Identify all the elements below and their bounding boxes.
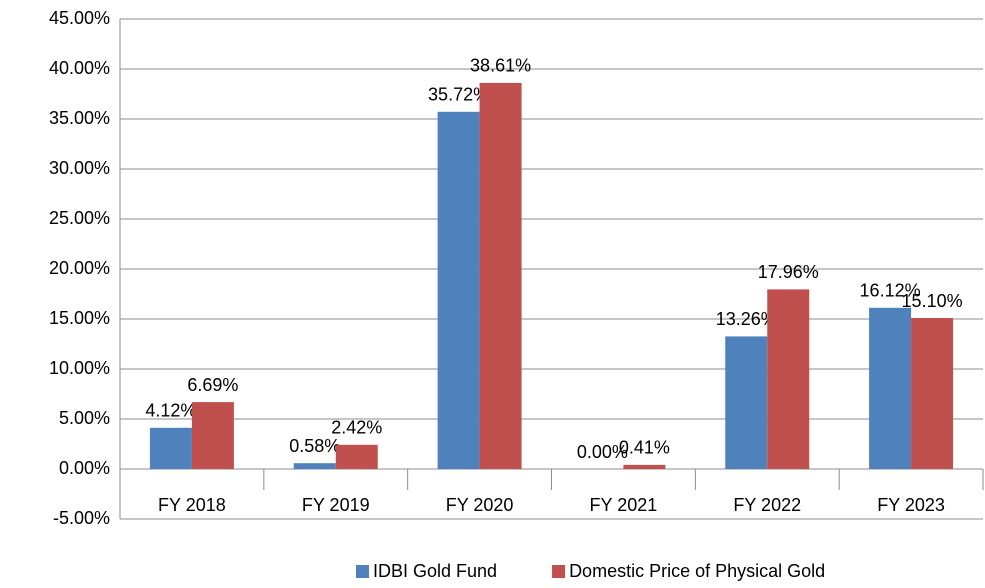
bar <box>191 402 234 469</box>
bar <box>149 427 192 469</box>
legend-swatch <box>552 565 566 578</box>
x-tick-label: FY 2023 <box>877 495 945 515</box>
y-tick-label: 5.00% <box>59 408 110 428</box>
value-label: 0.58% <box>289 436 340 456</box>
bar <box>767 289 810 469</box>
y-tick-label: 40.00% <box>49 58 110 78</box>
bar <box>479 82 522 470</box>
bar <box>293 463 336 469</box>
value-label: 17.96% <box>758 262 819 282</box>
value-label: 35.72% <box>428 85 489 105</box>
bar <box>911 318 954 469</box>
value-label: 0.41% <box>619 438 670 458</box>
value-label: 2.42% <box>331 418 382 438</box>
y-tick-label: 30.00% <box>49 158 110 178</box>
y-tick-label: 25.00% <box>49 208 110 228</box>
y-tick-label: 45.00% <box>49 8 110 28</box>
value-label: 6.69% <box>187 375 238 395</box>
value-label: 4.12% <box>145 401 196 421</box>
y-tick-label: 0.00% <box>59 458 110 478</box>
bar <box>437 111 480 470</box>
value-label: 0.00% <box>577 442 628 462</box>
y-tick-label: 10.00% <box>49 358 110 378</box>
value-label: 16.12% <box>860 281 921 301</box>
bar <box>623 464 666 469</box>
value-label: 13.26% <box>716 309 777 329</box>
x-tick-label: FY 2022 <box>733 495 801 515</box>
bar <box>335 444 378 469</box>
x-tick-label: FY 2021 <box>590 495 658 515</box>
y-tick-label: -5.00% <box>53 508 110 528</box>
y-tick-label: 35.00% <box>49 108 110 128</box>
bar <box>725 336 768 469</box>
value-label: 15.10% <box>902 291 963 311</box>
legend-label: IDBI Gold Fund <box>373 561 497 581</box>
legend-label: Domestic Price of Physical Gold <box>569 561 825 581</box>
y-tick-label: 20.00% <box>49 258 110 278</box>
x-tick-label: FY 2019 <box>302 495 370 515</box>
x-tick-label: FY 2018 <box>158 495 226 515</box>
x-tick-label: FY 2020 <box>446 495 514 515</box>
bar <box>869 307 912 469</box>
y-tick-label: 15.00% <box>49 308 110 328</box>
value-label: 38.61% <box>470 56 531 76</box>
legend-swatch <box>356 565 369 578</box>
